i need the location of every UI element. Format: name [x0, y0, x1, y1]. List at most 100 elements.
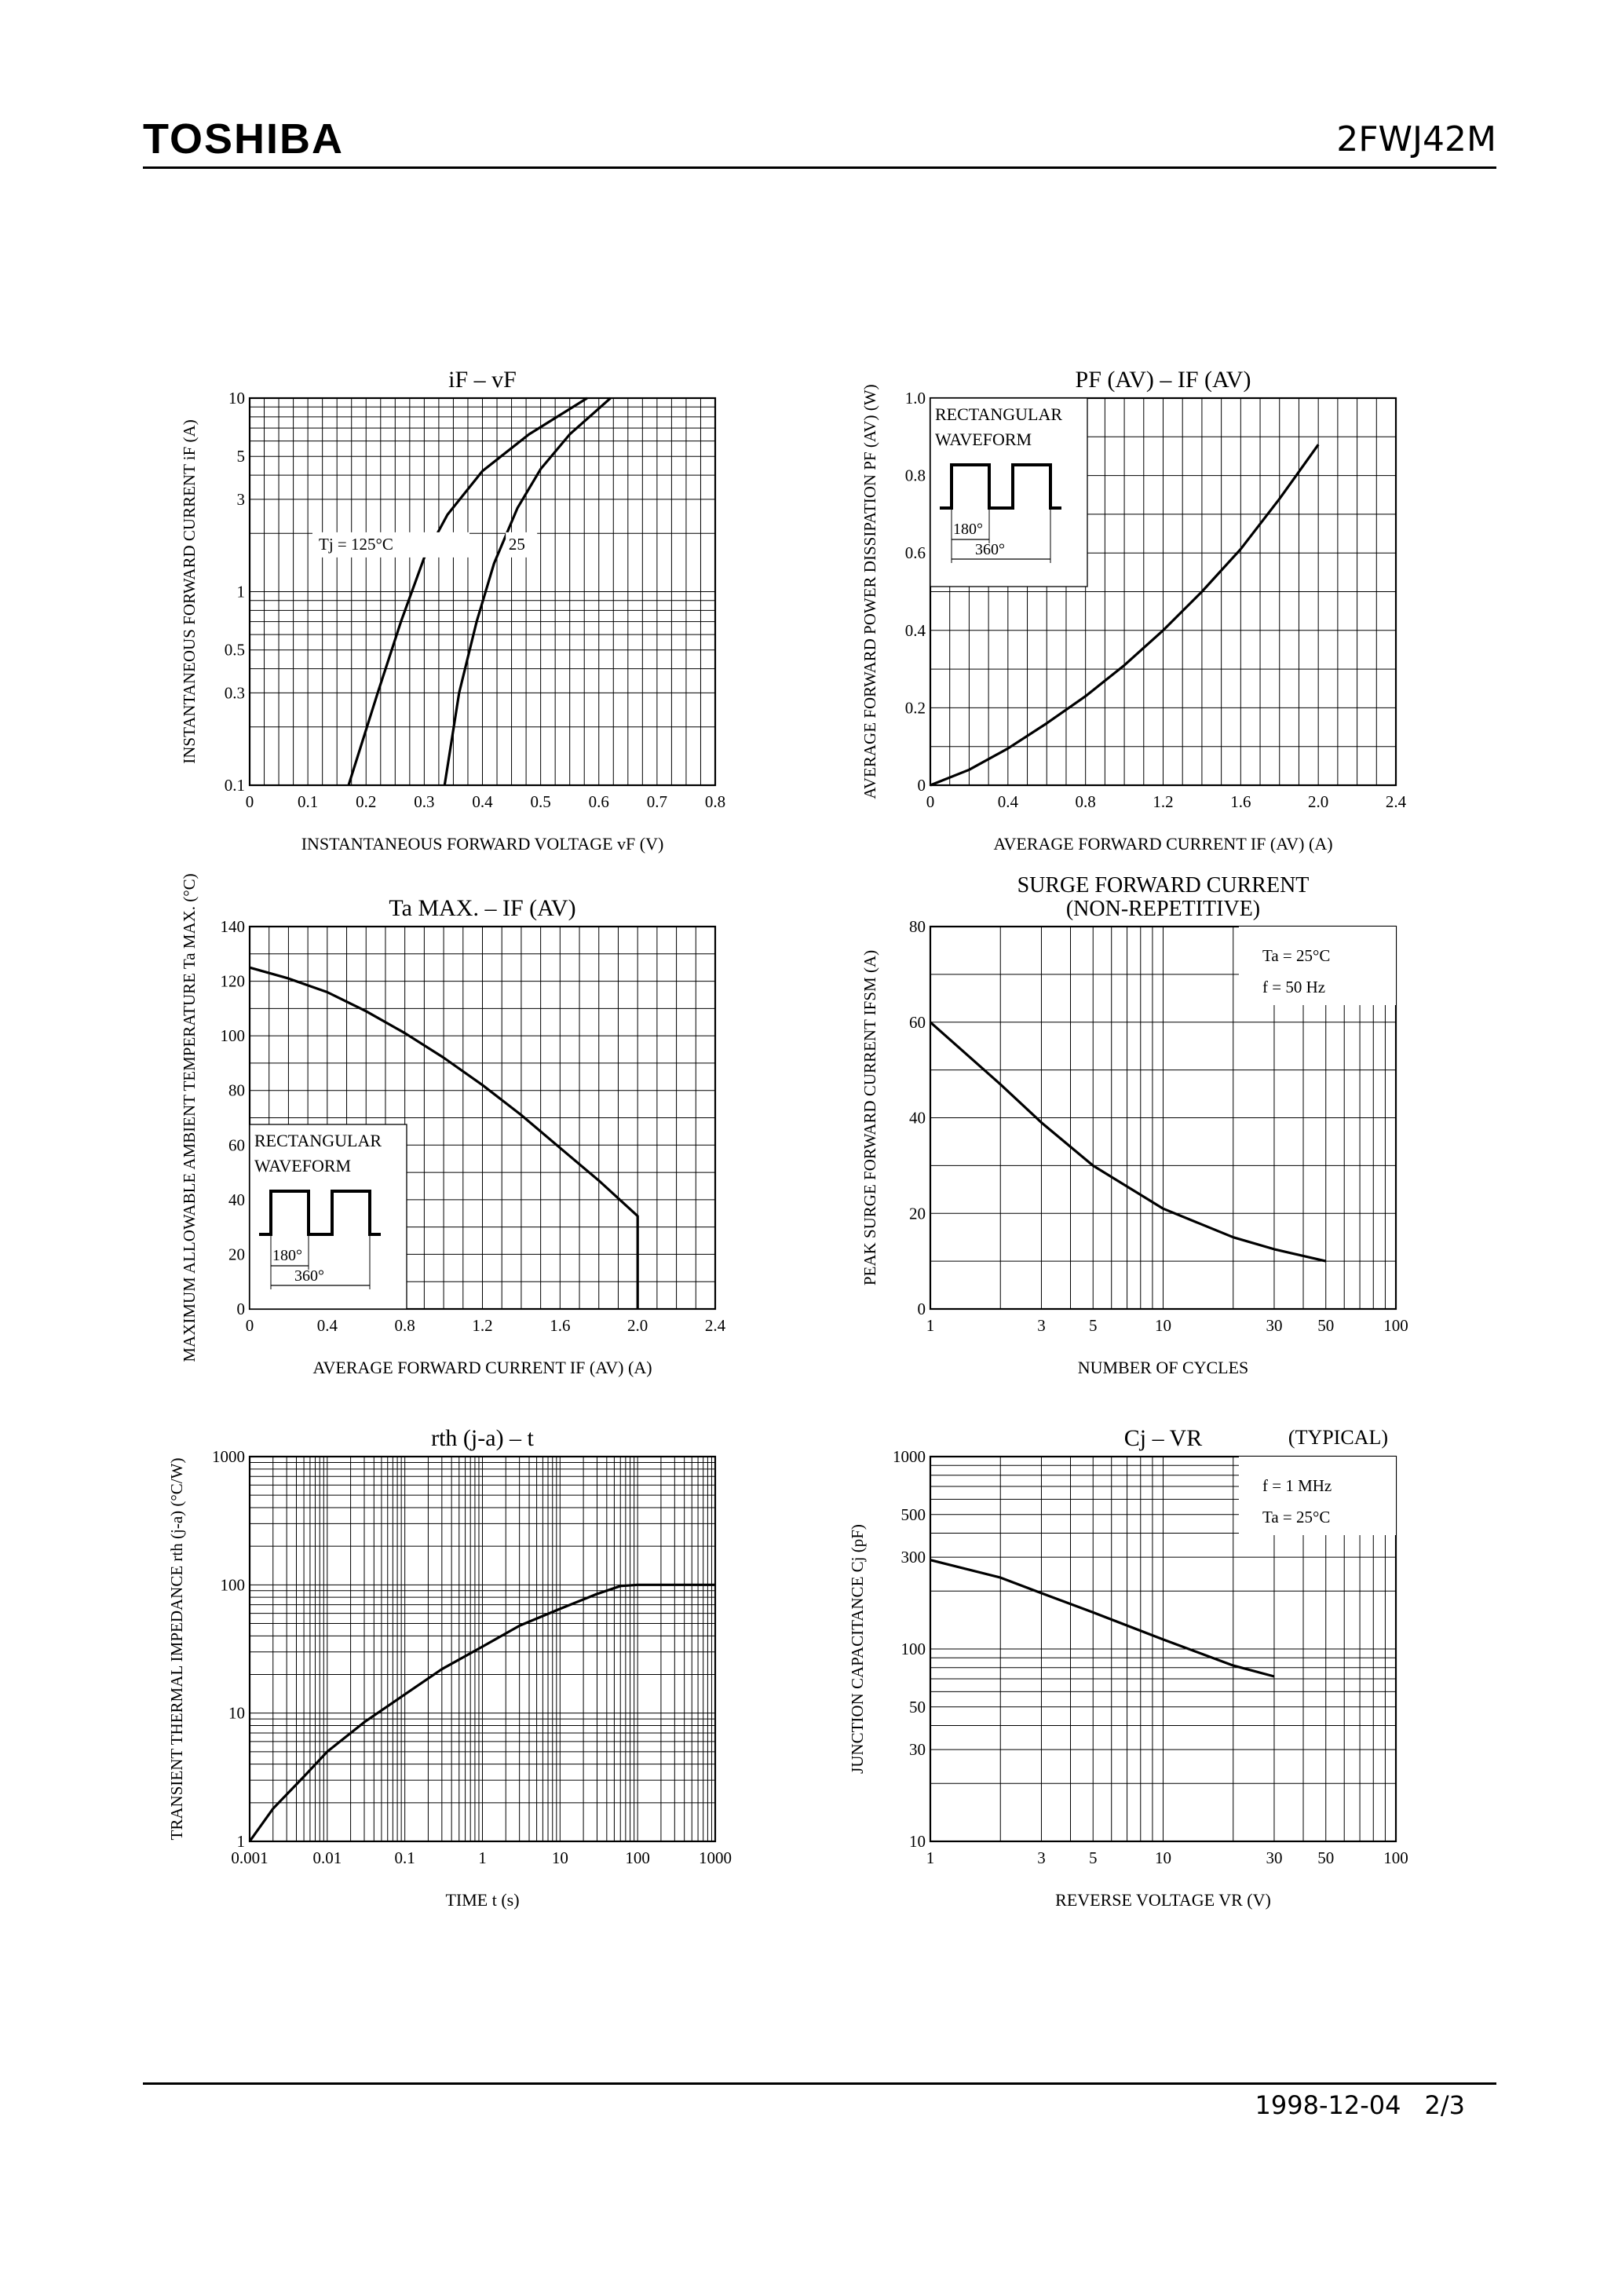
if-vf-annot-0: Tj = 125°C — [319, 535, 393, 554]
ifsm-cycles-xtick-label-4: 30 — [1266, 1316, 1282, 1335]
ifsm-cycles-frame — [929, 925, 1397, 1311]
if-vf-xtick-label-2: 0.2 — [356, 792, 376, 811]
chart-cj-vr: 1 3 5 10 30 50 100 10 30 50 100 300 500 1000 Cj – VR (T… — [848, 1425, 1408, 1910]
pf-if-ytick-label-0: 0 — [918, 776, 926, 795]
if-vf-xtick-label-0: 0 — [246, 792, 254, 811]
pf-if-inset-waveform — [940, 463, 1061, 510]
cj-vr-annot-0: f = 1 MHz — [1262, 1476, 1332, 1495]
pf-if-inset-label-180: 180° — [953, 521, 983, 538]
ta-if-ytick-label-4: 80 — [228, 1081, 245, 1100]
cj-vr-annot-box — [1239, 1457, 1396, 1535]
rth-t-ytick-label-3: 1000 — [212, 1447, 245, 1466]
rth-t-frame — [248, 1455, 717, 1843]
cj-vr-xtick-label-6: 100 — [1383, 1848, 1408, 1867]
pf-if-xtick-label-0: 0 — [926, 792, 935, 811]
if-vf-xtick-label-5: 0.5 — [531, 792, 551, 811]
ta-if-inset-waveform — [259, 1190, 381, 1236]
ifsm-cycles-ytick-label-1: 20 — [909, 1204, 926, 1223]
pf-if-xtick-label-6: 2.4 — [1386, 792, 1407, 811]
if-vf-xtick-label-1: 0.1 — [298, 792, 318, 811]
if-vf-annot-bg-1 — [506, 532, 538, 558]
cj-vr-ytick-label-5: 500 — [901, 1505, 926, 1524]
if-vf-ytick-label-3: 1 — [237, 583, 246, 601]
brand-logo: TOSHIBA — [143, 115, 345, 163]
ta-if-inset-box — [249, 1124, 407, 1310]
pf-if-ylabel: AVERAGE FORWARD POWER DISSIPATION PF (AV… — [860, 384, 879, 799]
rth-t-xtick-label-6: 1000 — [699, 1848, 732, 1867]
ifsm-cycles-xlabel: NUMBER OF CYCLES — [1078, 1358, 1249, 1377]
ta-if-frame — [248, 925, 717, 1311]
pf-if-frame — [929, 397, 1397, 787]
pf-if-xtick-label-5: 2.0 — [1308, 792, 1328, 811]
cj-vr-xtick-label-2: 5 — [1089, 1848, 1098, 1867]
if-vf-xtick-label-3: 0.3 — [414, 792, 434, 811]
ta-if-xlabel: AVERAGE FORWARD CURRENT IF (AV) (A) — [312, 1358, 652, 1377]
ta-if-series-line-0 — [249, 966, 639, 1309]
pf-if-ytick-label-5: 1.0 — [905, 389, 926, 408]
ta-if-ytick-label-1: 20 — [228, 1245, 245, 1263]
pf-if-inset-label-rect: RECTANGULAR — [935, 404, 1062, 424]
cj-vr-ytick-label-0: 10 — [909, 1832, 926, 1851]
if-vf-xtick-label-4: 0.4 — [472, 792, 493, 811]
rth-t-xtick-label-4: 10 — [552, 1848, 568, 1867]
ta-if-inset-label-wave: WAVEFORM — [254, 1156, 351, 1175]
cj-vr-series-line-0 — [930, 1559, 1275, 1678]
ta-if-xtick-label-0: 0 — [246, 1316, 254, 1335]
cj-vr-xtick-label-1: 3 — [1037, 1848, 1046, 1867]
ta-if-xtick-label-4: 1.6 — [550, 1316, 570, 1335]
rth-t-xtick-label-3: 1 — [478, 1848, 487, 1867]
ta-if-ytick-label-2: 40 — [228, 1190, 245, 1209]
part-number: 2FWJ42M — [1336, 119, 1496, 159]
cj-vr-ytick-label-2: 50 — [909, 1698, 926, 1717]
ifsm-cycles-ytick-label-3: 60 — [909, 1013, 926, 1032]
cj-vr-ytick-label-1: 30 — [909, 1740, 926, 1759]
ifsm-cycles-annot-box — [1239, 927, 1396, 1005]
if-vf-frame — [248, 397, 717, 787]
if-vf-xtick-label-6: 0.6 — [589, 792, 609, 811]
pf-if-xtick-label-1: 0.4 — [998, 792, 1019, 811]
cj-vr-ytick-label-4: 300 — [901, 1548, 926, 1567]
ifsm-cycles-ylabel: PEAK SURGE FORWARD CURRENT IFSM (A) — [860, 950, 879, 1285]
rth-t-title: rth (j-a) – t — [431, 1425, 534, 1451]
ta-if-title: Ta MAX. – IF (AV) — [389, 895, 575, 921]
pf-if-ytick-label-1: 0.2 — [905, 698, 926, 717]
ta-if-xtick-label-6: 2.4 — [705, 1316, 726, 1335]
ifsm-cycles-xtick-label-3: 10 — [1155, 1316, 1171, 1335]
rth-t-xtick-label-1: 0.01 — [312, 1848, 342, 1867]
ifsm-cycles-ytick-label-4: 80 — [909, 917, 926, 936]
if-vf-annot-1: 25 — [509, 535, 525, 554]
cj-vr-subtitle: (TYPICAL) — [1288, 1426, 1388, 1449]
pf-if-ytick-label-4: 0.8 — [905, 466, 926, 485]
ifsm-cycles-subtitle: (NON-REPETITIVE) — [1066, 897, 1260, 921]
chart-if-vf: 0 0.1 0.2 0.3 0.4 0.5 0.6 0.7 0.80.10.30.513510i… — [180, 367, 725, 854]
if-vf-ytick-label-0: 0.1 — [225, 776, 245, 795]
footer: 1998-12-04 2/3 — [1232, 2090, 1465, 2120]
ta-if-inset-label-360: 360° — [294, 1267, 324, 1285]
pf-if-xlabel: AVERAGE FORWARD CURRENT IF (AV) (A) — [993, 834, 1332, 854]
ta-if-xtick-label-2: 0.8 — [395, 1316, 415, 1335]
ta-if-ytick-label-7: 140 — [221, 917, 246, 936]
pf-if-xtick-label-3: 1.2 — [1153, 792, 1173, 811]
ifsm-cycles-xtick-label-1: 3 — [1037, 1316, 1046, 1335]
ifsm-cycles-xtick-label-2: 5 — [1089, 1316, 1098, 1335]
if-vf-ytick-label-2: 0.5 — [225, 641, 245, 660]
chart-ta-if: 0 0.4 0.8 1.2 1.6 2.0 2.4 0 20 40 60 80 100 120 140 Ta … — [180, 873, 726, 1377]
pf-if-series-line-0 — [930, 444, 1320, 787]
cj-vr-xlabel: REVERSE VOLTAGE VR (V) — [1055, 1890, 1271, 1910]
footer-page: 2/3 — [1424, 2090, 1466, 2120]
pf-if-ytick-label-2: 0.4 — [905, 621, 926, 640]
pf-if-xtick-label-4: 1.6 — [1230, 792, 1251, 811]
footer-date: 1998-12-04 — [1255, 2090, 1401, 2120]
ta-if-inset-label-180: 180° — [272, 1247, 302, 1264]
ta-if-ytick-label-5: 100 — [221, 1026, 246, 1045]
cj-vr-ytick-label-3: 100 — [901, 1640, 926, 1658]
if-vf-ytick-label-4: 3 — [237, 490, 246, 509]
rth-t-ytick-label-0: 1 — [237, 1832, 246, 1851]
rth-t-series-line-0 — [248, 1583, 715, 1842]
rth-t-ytick-label-1: 10 — [228, 1704, 245, 1723]
ta-if-ytick-label-3: 60 — [228, 1135, 245, 1154]
rth-t-ylabel: TRANSIENT THERMAL IMPEDANCE rth (j-a) (°… — [167, 1458, 186, 1841]
if-vf-ytick-label-6: 10 — [228, 389, 245, 408]
if-vf-ylabel: INSTANTANEOUS FORWARD CURRENT iF (A) — [180, 419, 199, 763]
